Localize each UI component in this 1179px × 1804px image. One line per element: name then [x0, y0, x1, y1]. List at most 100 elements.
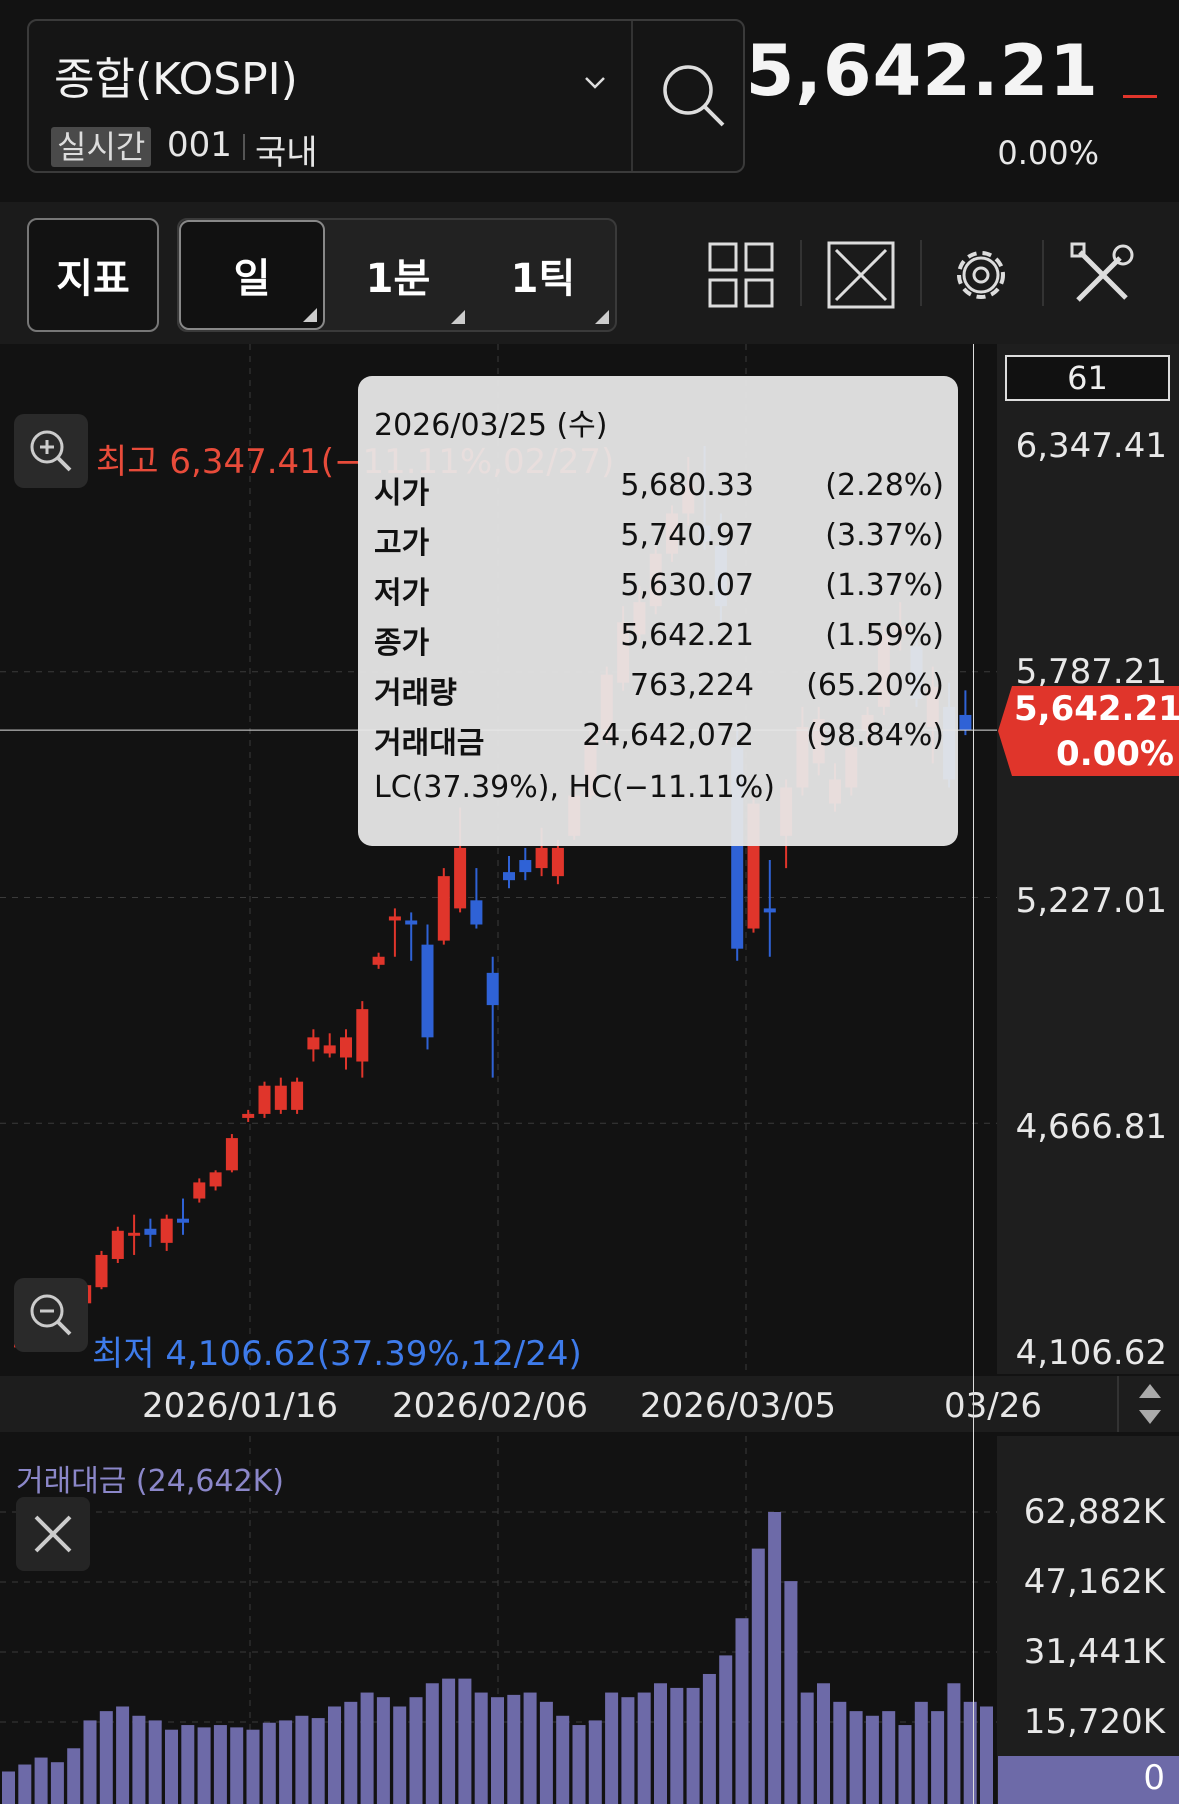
volume-bar: [963, 1701, 977, 1804]
zoom-in-button[interactable]: [14, 414, 88, 488]
volume-bar: [931, 1711, 945, 1804]
volume-bar: [393, 1706, 407, 1804]
candle-body: [535, 847, 548, 869]
zoom-out-icon: [30, 1294, 72, 1336]
volume-bar: [148, 1720, 162, 1804]
tooltip-row-open: 시가 5,680.33 (2.28%): [374, 468, 944, 511]
volume-bar: [751, 1548, 765, 1804]
y-tick-label: 4,106.62: [1015, 1333, 1167, 1373]
date-axis[interactable]: [0, 1376, 1179, 1432]
current-price: 5,642.21: [745, 30, 1099, 112]
volume-bar: [817, 1683, 830, 1804]
volume-bar: [246, 1729, 260, 1804]
volume-title: 거래대금 (24,642K): [16, 1464, 284, 1499]
candle-body: [388, 916, 401, 921]
tooltip-pct: (3.37%): [825, 518, 944, 553]
search-icon[interactable]: [655, 57, 735, 137]
candle-body: [95, 1254, 108, 1288]
volume-bar: [360, 1692, 374, 1804]
period-tick-button[interactable]: 1틱: [471, 220, 615, 330]
volume-bar: [686, 1687, 700, 1804]
tooltip-row-high: 고가 5,740.97 (3.37%): [374, 518, 944, 561]
volume-bar: [181, 1725, 195, 1804]
tooltip-value: 5,680.33: [620, 468, 754, 503]
visible-candle-count[interactable]: 61: [1005, 355, 1170, 401]
candle-body: [193, 1182, 206, 1199]
realtime-tag: 실시간: [51, 127, 152, 167]
volume-zero-marker: 0: [998, 1756, 1179, 1804]
volume-bar: [213, 1725, 227, 1804]
candle-body: [486, 972, 499, 1006]
grid-layout-icon[interactable]: [706, 240, 776, 310]
candle-body: [274, 1085, 287, 1110]
candle-body: [177, 1218, 189, 1223]
tools-icon[interactable]: [1068, 240, 1138, 310]
volume-bar: [50, 1762, 64, 1804]
tooltip-pct: (65.20%): [806, 668, 944, 703]
tooltip-row-turnover: 거래대금 24,642,072 (98.84%): [374, 718, 944, 761]
price-axis[interactable]: [997, 344, 1179, 1374]
candle-body: [551, 847, 564, 877]
zoom-in-icon: [30, 430, 72, 472]
period-label: 1틱: [510, 256, 576, 302]
gear-icon[interactable]: [946, 240, 1016, 310]
expand-icon[interactable]: [826, 240, 896, 310]
volume-bar: [833, 1701, 847, 1804]
volume-bar: [670, 1687, 684, 1804]
current-price-flag-value: 5,642.21: [1014, 689, 1179, 729]
close-volume-button[interactable]: [16, 1497, 90, 1571]
candle-body: [454, 847, 467, 909]
volume-bar: [491, 1697, 504, 1804]
indicator-button[interactable]: 지표: [27, 218, 159, 332]
period-day-button[interactable]: 일: [179, 220, 325, 330]
volume-chart[interactable]: [0, 1436, 997, 1804]
x-tick-label: 2026/01/16: [142, 1386, 338, 1426]
tooltip-value: 5,740.97: [620, 518, 754, 553]
dropdown-corner-icon: [303, 308, 317, 322]
volume-bar: [18, 1764, 32, 1804]
tooltip-row-close: 종가 5,642.21 (1.59%): [374, 618, 944, 661]
volume-bar: [637, 1692, 651, 1804]
volume-bar: [898, 1725, 912, 1804]
zoom-out-button[interactable]: [14, 1278, 88, 1352]
volume-bar: [882, 1711, 896, 1804]
volume-axis[interactable]: [997, 1436, 1179, 1804]
candle-body: [437, 876, 450, 941]
volume-bar: [458, 1678, 472, 1804]
candle-body: [519, 860, 532, 873]
up-down-arrow-icon: [1139, 1384, 1161, 1424]
volume-bar: [719, 1655, 733, 1804]
volume-bar: [328, 1706, 341, 1804]
candle-body: [763, 908, 776, 913]
chevron-down-icon[interactable]: [584, 71, 606, 93]
tooltip-value: 5,642.21: [620, 618, 754, 653]
tooltip-date: 2026/03/25 (수): [374, 408, 608, 443]
candle-body: [323, 1045, 336, 1054]
volume-bar: [474, 1692, 488, 1804]
volume-bar: [735, 1618, 749, 1804]
symbol-selector[interactable]: 종합(KOSPI) 실시간 001 국내: [27, 19, 745, 173]
x-tick-label: 2026/02/06: [392, 1386, 588, 1426]
volume-bar: [425, 1683, 439, 1804]
candle-body: [225, 1138, 238, 1171]
axis-scale-toggle[interactable]: [1117, 1376, 1179, 1432]
volume-bar: [279, 1720, 293, 1804]
period-minute-button[interactable]: 1분: [325, 220, 471, 330]
tooltip-value: 763,224: [629, 668, 754, 703]
tooltip-value: 5,630.07: [620, 568, 754, 603]
tooltip-label: 거래대금: [374, 726, 485, 761]
candle-body: [111, 1230, 124, 1259]
candle-body: [356, 1009, 369, 1062]
volume-bar: [980, 1706, 993, 1804]
volume-bar: [865, 1715, 879, 1804]
volume-bar: [784, 1581, 798, 1804]
volume-bar: [295, 1715, 309, 1804]
candle-body: [503, 872, 515, 881]
volume-bar: [344, 1701, 358, 1804]
volume-bar: [409, 1697, 423, 1804]
volume-bar: [442, 1678, 456, 1804]
volume-bar: [914, 1701, 928, 1804]
tooltip-pct: (98.84%): [806, 718, 944, 753]
volume-bar: [539, 1701, 553, 1804]
divider: [243, 134, 245, 160]
